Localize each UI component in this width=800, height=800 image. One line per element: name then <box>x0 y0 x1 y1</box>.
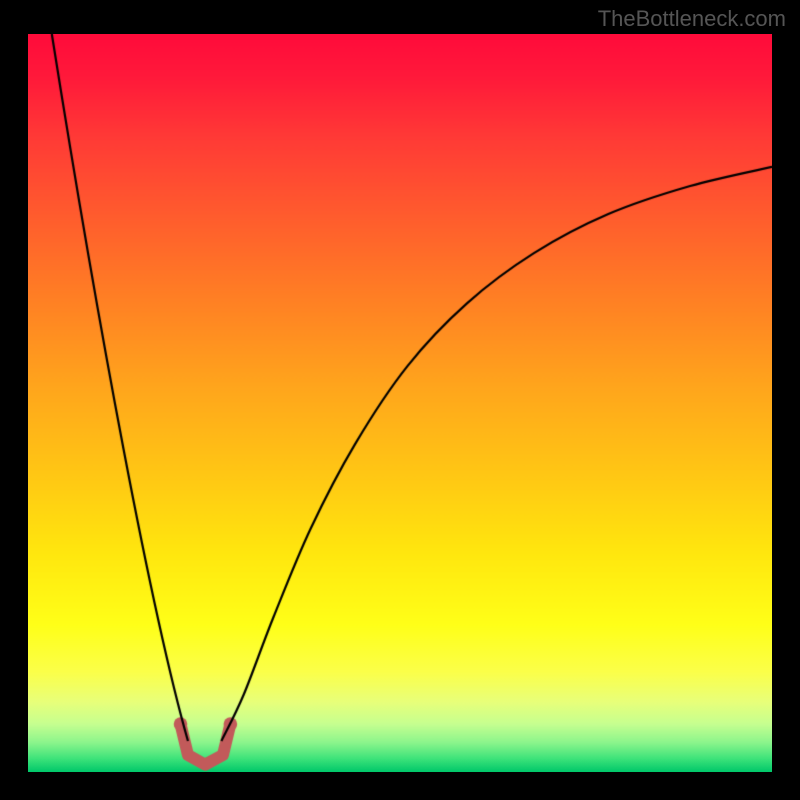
watermark-text: TheBottleneck.com <box>598 6 786 32</box>
chart-frame <box>28 34 772 772</box>
bottleneck-curve-chart <box>28 34 772 772</box>
